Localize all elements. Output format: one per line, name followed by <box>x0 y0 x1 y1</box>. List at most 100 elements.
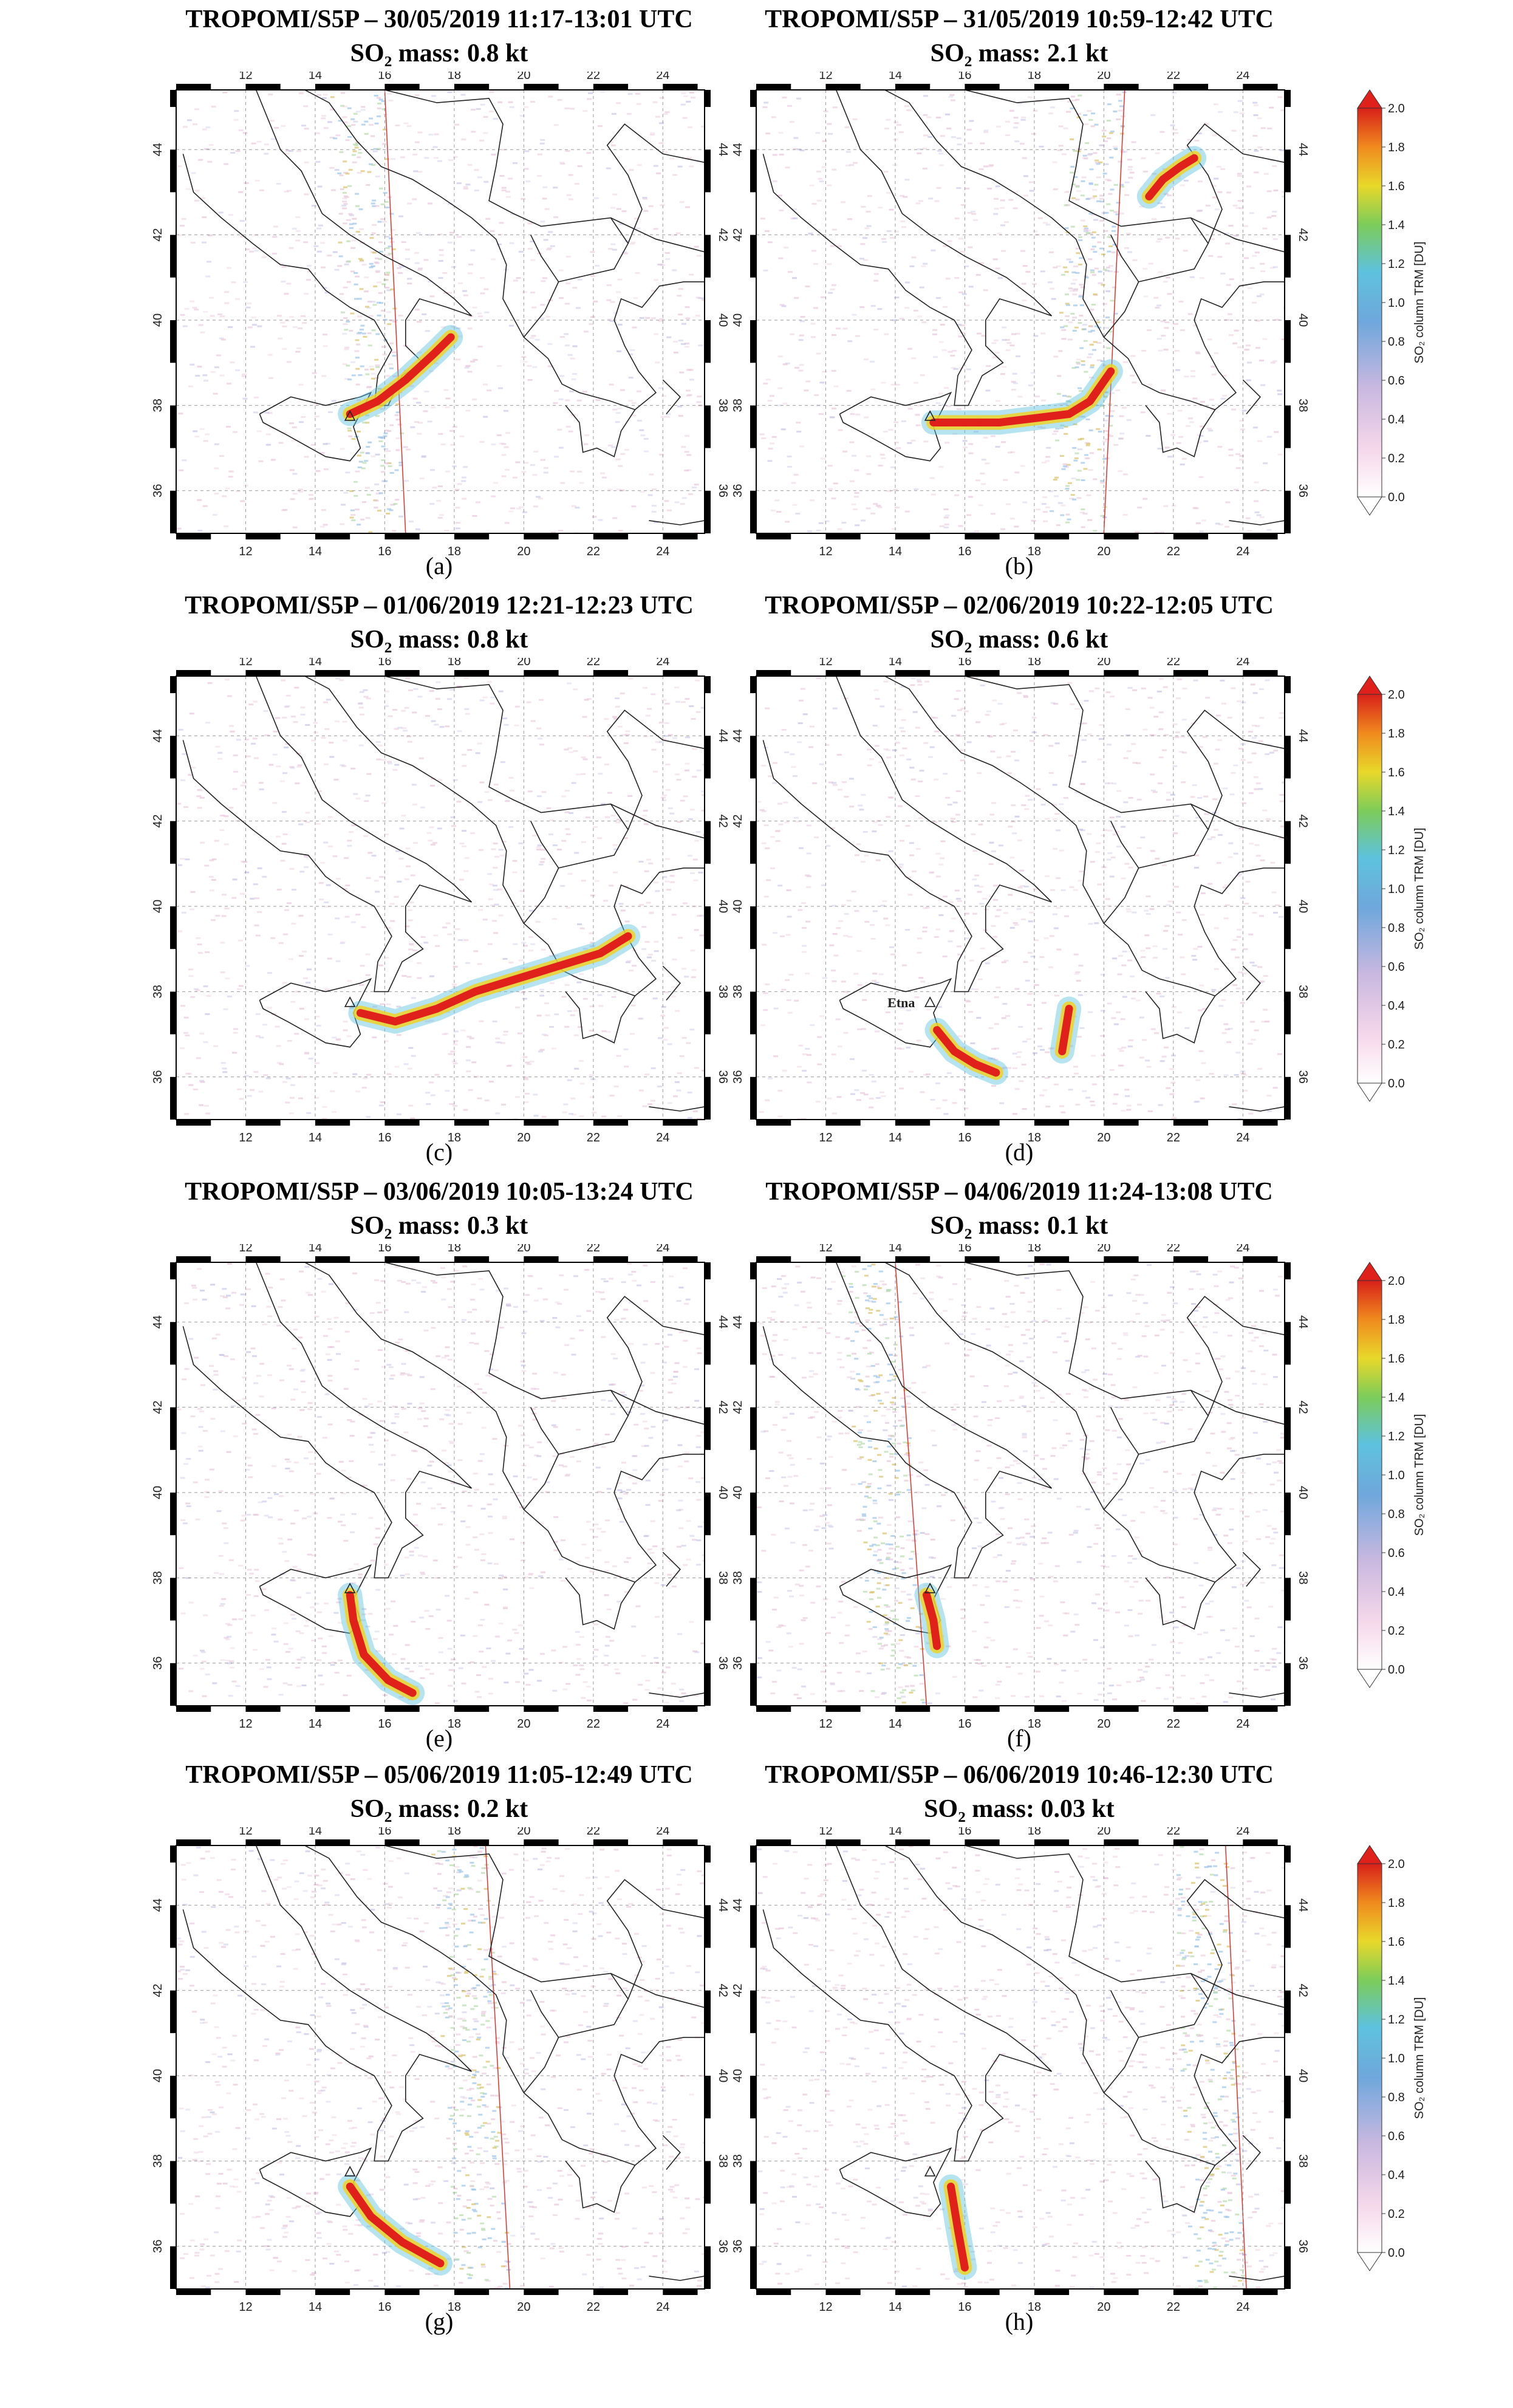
lon-tick-label-bottom: 22 <box>1167 1717 1180 1730</box>
lon-tick-label-bottom: 16 <box>958 2300 971 2313</box>
lon-tick-label-bottom: 24 <box>1236 2300 1249 2313</box>
colorbar: 2.0 1.8 1.6 1.4 1.2 1.0 0.8 0.6 0.4 0.2 0.0 SO₂ col… <box>1357 676 1426 1102</box>
lon-tick-label-bottom: 22 <box>1167 545 1180 558</box>
colorbar-tick-label: 1.4 <box>1388 805 1405 818</box>
lon-tick-label-top: 22 <box>1167 72 1180 82</box>
lat-tick-label-left: 36 <box>151 484 165 498</box>
etna-marker-icon <box>924 410 936 421</box>
lon-tick-label-bottom: 14 <box>889 2300 902 2313</box>
lat-tick-label-right: 42 <box>716 1401 729 1414</box>
lat-tick-label-left: 44 <box>731 729 745 742</box>
lon-tick-label-top: 22 <box>1167 1827 1180 1838</box>
map-frame-ticks <box>750 1839 1291 2295</box>
lon-tick-label-top: 14 <box>309 72 322 82</box>
colorbar-tick-label: 1.2 <box>1388 2013 1405 2027</box>
lat-tick-label-left: 40 <box>731 313 745 327</box>
so2-map: 12 12 14 14 16 16 18 18 20 20 22 22 24 24 44 44 42 42 40 40… <box>151 1244 729 1730</box>
lon-tick-label-top: 20 <box>517 72 530 82</box>
colorbar-title: SO₂ column TRM [DU] <box>1413 1414 1426 1536</box>
etna-marker-icon <box>924 2166 936 2177</box>
lon-tick-label-top: 16 <box>378 1827 391 1838</box>
panel-label: (d) <box>1005 1138 1034 1166</box>
graticule <box>756 1845 1285 2289</box>
panel-label: (a) <box>425 552 453 580</box>
lat-tick-label-right: 44 <box>1296 729 1310 742</box>
panel-title: TROPOMI/S5P – 31/05/2019 10:59-12:42 UTC <box>765 5 1274 33</box>
lon-tick-label-top: 12 <box>819 1827 832 1838</box>
lon-tick-label-bottom: 18 <box>448 1717 461 1730</box>
panel-label: (e) <box>425 1725 453 1752</box>
panel-title: TROPOMI/S5P – 06/06/2019 10:46-12:30 UTC <box>765 1761 1274 1789</box>
panel-label: (g) <box>425 2308 454 2335</box>
lat-tick-label-right: 44 <box>1296 1898 1310 1912</box>
lon-tick-label-top: 14 <box>309 658 322 668</box>
lon-tick-label-bottom: 20 <box>1097 545 1110 558</box>
lon-tick-label-bottom: 14 <box>889 1131 902 1144</box>
lon-tick-label-top: 18 <box>1028 72 1041 82</box>
so2-mass-label: SO₂ mass: 0.2 kt <box>350 1795 528 1823</box>
panel-title: TROPOMI/S5P – 04/06/2019 11:24-13:08 UTC <box>765 1178 1273 1206</box>
lon-tick-label-bottom: 24 <box>656 545 669 558</box>
coastlines <box>762 90 1285 525</box>
lon-tick-label-top: 12 <box>239 1827 252 1838</box>
coastlines <box>182 676 705 1112</box>
lat-tick-label-right: 44 <box>716 1315 729 1329</box>
lat-tick-label-right: 42 <box>1296 815 1310 828</box>
lon-tick-label-top: 22 <box>1167 1244 1180 1254</box>
lat-tick-label-left: 36 <box>151 1657 165 1670</box>
lat-tick-label-left: 40 <box>151 900 165 913</box>
map-frame-ticks <box>170 1256 711 1712</box>
lat-tick-label-right: 38 <box>1296 1571 1310 1584</box>
lat-tick-label-right: 40 <box>1296 900 1310 913</box>
lon-tick-label-bottom: 22 <box>587 2300 600 2313</box>
so2-map: 12 12 14 14 16 16 18 18 20 20 22 22 24 24 44 44 42 42 40 40… <box>151 72 729 558</box>
lon-tick-label-top: 22 <box>587 658 600 668</box>
lon-tick-label-top: 14 <box>889 72 902 82</box>
colorbar-tick-label: 1.6 <box>1388 180 1405 193</box>
lon-tick-label-bottom: 18 <box>448 2300 461 2313</box>
lat-tick-label-left: 38 <box>731 398 745 412</box>
colorbar-tick-label: 1.6 <box>1388 1935 1405 1949</box>
map-frame-ticks <box>750 670 1291 1126</box>
swath-edge-line <box>485 1845 511 2289</box>
lon-tick-label-bottom: 12 <box>819 545 832 558</box>
lon-tick-label-top: 18 <box>448 72 461 82</box>
colorbar-tick-label: 0.0 <box>1388 1663 1405 1677</box>
panel-title: TROPOMI/S5P – 01/06/2019 12:21-12:23 UTC <box>185 592 694 620</box>
lon-tick-label-top: 16 <box>958 72 971 82</box>
colorbar-tick-label: 2.0 <box>1388 1274 1405 1288</box>
lat-tick-label-right: 36 <box>1296 1657 1310 1670</box>
panel-title: TROPOMI/S5P – 02/06/2019 10:22-12:05 UTC <box>765 592 1274 620</box>
etna-marker-icon <box>344 410 356 421</box>
colorbar-tick-label: 0.6 <box>1388 960 1405 974</box>
coastlines <box>182 1262 705 1698</box>
lat-tick-label-right: 40 <box>1296 313 1310 327</box>
lon-tick-label-top: 24 <box>656 658 669 668</box>
lon-tick-label-bottom: 22 <box>587 545 600 558</box>
lat-tick-label-left: 44 <box>151 729 165 742</box>
so2-mass-label: SO₂ mass: 2.1 kt <box>930 39 1108 67</box>
lat-tick-label-left: 36 <box>731 2240 745 2253</box>
lat-tick-label-right: 38 <box>1296 985 1310 998</box>
so2-map: 12 12 14 14 16 16 18 18 20 20 22 22 24 24 44 44 42 42 40 40… <box>151 658 729 1144</box>
colorbar-tick-label: 1.6 <box>1388 1352 1405 1366</box>
colorbar-tick-label: 1.8 <box>1388 1313 1405 1327</box>
lat-tick-label-right: 42 <box>716 815 729 828</box>
lat-tick-label-left: 44 <box>151 143 165 156</box>
lon-tick-label-top: 22 <box>587 1244 600 1254</box>
lon-tick-label-bottom: 12 <box>239 545 252 558</box>
lon-tick-label-bottom: 18 <box>1028 1131 1041 1144</box>
graticule <box>176 676 705 1120</box>
lat-tick-label-left: 40 <box>731 2069 745 2082</box>
graticule <box>756 1262 1285 1706</box>
so2-map: 12 12 14 14 16 16 18 18 20 20 22 22 24 24 44 44 42 42 40 40… <box>731 1244 1310 1730</box>
lon-tick-label-top: 16 <box>378 658 391 668</box>
so2-map: 12 12 14 14 16 16 18 18 20 20 22 22 24 24 44 44 42 42 40 40… <box>731 72 1310 558</box>
lon-tick-label-top: 20 <box>517 1244 530 1254</box>
lat-tick-label-right: 42 <box>716 1984 729 1997</box>
lat-tick-label-right: 38 <box>1296 398 1310 412</box>
lat-tick-label-left: 38 <box>151 985 165 998</box>
lon-tick-label-top: 18 <box>1028 658 1041 668</box>
lat-tick-label-left: 44 <box>151 1315 165 1329</box>
lon-tick-label-top: 18 <box>448 1827 461 1838</box>
